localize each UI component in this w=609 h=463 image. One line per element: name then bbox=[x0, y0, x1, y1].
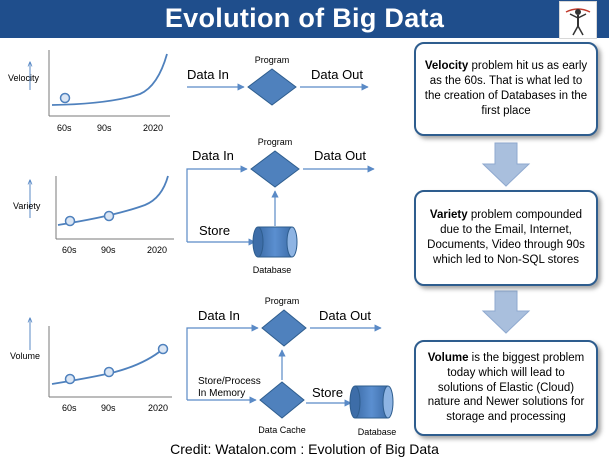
x-tick-label: 90s bbox=[101, 245, 116, 255]
x-tick-label: 60s bbox=[57, 123, 72, 133]
volume-description-box: Volume is the biggest problem today whic… bbox=[414, 340, 598, 436]
program-label: Program bbox=[265, 296, 300, 306]
flow-arrow bbox=[186, 324, 259, 400]
data-in-label: Data In bbox=[192, 148, 234, 163]
box-lead: Volume bbox=[427, 351, 469, 364]
x-tick-label: 2020 bbox=[143, 123, 163, 133]
down-arrow-icon bbox=[481, 290, 531, 334]
data-cache-diamond bbox=[259, 381, 305, 419]
logo bbox=[559, 1, 597, 39]
flow-arrow bbox=[186, 165, 248, 242]
database-label: Database bbox=[358, 427, 397, 437]
data-cache-label: Data Cache bbox=[258, 425, 306, 435]
box-text: Variety problem compounded due to the Em… bbox=[424, 208, 588, 268]
data-in-label: Data In bbox=[198, 308, 240, 323]
curve-marker bbox=[59, 92, 71, 104]
velocity-flow: Data In Program Data Out bbox=[187, 55, 369, 106]
down-arrow-icon bbox=[481, 142, 531, 187]
store-label: Store bbox=[312, 385, 343, 400]
credit-text: Credit: Watalon.com : Evolution of Big D… bbox=[170, 441, 439, 457]
program-diamond bbox=[261, 309, 307, 347]
database-icon bbox=[252, 226, 298, 258]
store-process-label: Store/Process In Memory bbox=[198, 376, 264, 399]
program-label: Program bbox=[258, 137, 293, 147]
data-in-label: Data In bbox=[187, 67, 229, 82]
store-process-line: In Memory bbox=[198, 388, 245, 399]
metric-label: Volume bbox=[10, 351, 40, 361]
metric-label: Variety bbox=[13, 201, 41, 211]
box-body: problem compounded due to the Email, Int… bbox=[427, 209, 585, 266]
variety-flow: Data In Program Data Out Store Database bbox=[186, 137, 375, 275]
x-tick-label: 60s bbox=[62, 245, 77, 255]
velocity-description-box: Velocity problem hit us as early as the … bbox=[414, 42, 598, 136]
volume-flow: Data In Program Data Out Store/Process I… bbox=[186, 296, 397, 437]
metric-label: Velocity bbox=[8, 73, 40, 83]
curve-marker bbox=[103, 210, 115, 222]
data-out-label: Data Out bbox=[311, 67, 363, 82]
program-diamond bbox=[247, 68, 297, 106]
database-label: Database bbox=[253, 265, 292, 275]
box-text: Velocity problem hit us as early as the … bbox=[424, 59, 588, 119]
box-lead: Velocity bbox=[424, 60, 469, 73]
curve-marker bbox=[64, 215, 76, 227]
box-text: Volume is the biggest problem today whic… bbox=[424, 351, 588, 426]
title-bar: Evolution of Big Data bbox=[0, 0, 609, 38]
x-tick-label: 2020 bbox=[148, 403, 168, 413]
curve-marker bbox=[64, 373, 76, 385]
x-tick-label: 90s bbox=[101, 403, 116, 413]
variety-chart: Variety 60s 90s 2020 bbox=[13, 175, 174, 255]
growth-curve bbox=[57, 175, 169, 226]
velocity-chart: Velocity 60s 90s 2020 bbox=[8, 50, 170, 133]
page-title: Evolution of Big Data bbox=[164, 3, 445, 33]
data-out-label: Data Out bbox=[319, 308, 371, 323]
program-diamond bbox=[250, 150, 300, 188]
program-label: Program bbox=[255, 55, 290, 65]
curve-marker bbox=[157, 343, 169, 355]
x-tick-label: 2020 bbox=[147, 245, 167, 255]
variety-description-box: Variety problem compounded due to the Em… bbox=[414, 190, 598, 286]
database-icon bbox=[349, 385, 394, 419]
store-label: Store bbox=[199, 223, 230, 238]
volume-chart: Volume 60s 90s 2020 bbox=[10, 318, 172, 413]
growth-curve bbox=[51, 53, 168, 106]
box-lead: Variety bbox=[429, 209, 468, 222]
box-body: problem hit us as early as the 60s. That… bbox=[424, 60, 588, 117]
curve-marker bbox=[103, 366, 115, 378]
data-out-label: Data Out bbox=[314, 148, 366, 163]
logo-figure-icon bbox=[565, 8, 591, 36]
box-body: is the biggest problem today which will … bbox=[427, 351, 585, 424]
x-tick-label: 90s bbox=[97, 123, 112, 133]
x-tick-label: 60s bbox=[62, 403, 77, 413]
store-process-line: Store/Process bbox=[198, 376, 261, 387]
